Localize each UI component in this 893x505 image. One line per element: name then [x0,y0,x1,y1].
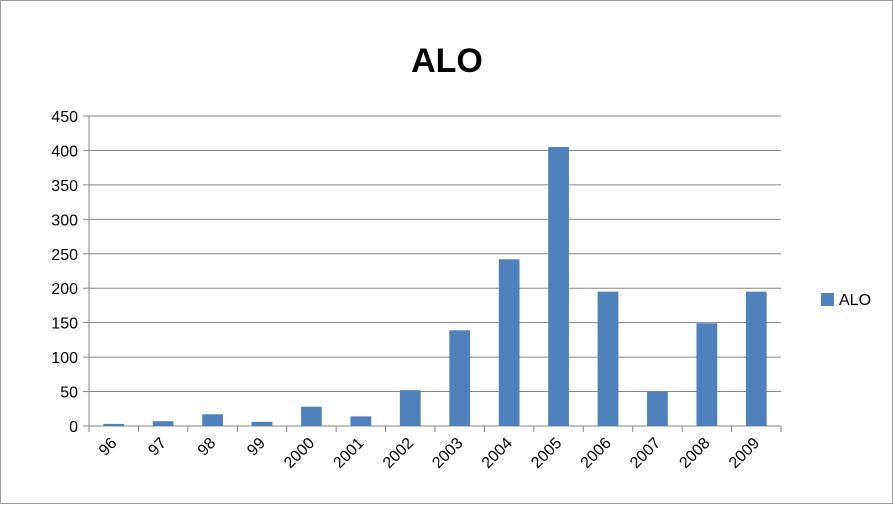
y-tick-label: 150 [51,316,78,333]
x-tick-label: 2004 [479,435,516,472]
y-tick-label: 400 [51,143,78,160]
x-tick-label: 2005 [528,435,565,472]
bar-97 [152,421,174,426]
bar-98 [202,414,223,426]
bar-2005 [548,147,569,426]
x-tick-label: 2002 [380,435,417,472]
x-tick-label: 99 [244,435,269,460]
bar-2003 [449,330,471,426]
bar-2006 [597,291,619,426]
legend-swatch [821,293,834,306]
x-tick-label: 98 [195,435,220,460]
y-tick-label: 50 [60,385,78,402]
x-tick-label: 2001 [330,435,367,472]
gridlines [89,115,781,393]
bar-2007 [647,391,668,426]
y-tick-label: 450 [51,109,78,126]
x-tick-label: 97 [145,435,170,460]
y-axis: 0 50 100 150 200 250 300 350 400 450 [51,109,90,436]
x-tick-label: 2003 [429,435,466,472]
bar-2009 [745,291,767,426]
legend: ALO [821,292,871,309]
bar-2008 [696,323,718,426]
bar-2002 [399,390,421,426]
bar-2004 [498,259,520,426]
bar-2001 [350,416,372,426]
bar-96 [103,423,125,426]
y-tick-label: 350 [51,178,78,195]
legend-label: ALO [839,292,871,309]
x-tick-label: 2008 [676,435,713,472]
chart-title: ALO [411,42,483,80]
bar-99 [251,421,273,426]
y-tick-label: 300 [51,212,78,229]
y-tick-label: 0 [69,419,78,436]
x-tick-label: 96 [96,435,121,460]
x-tick-label: 2006 [578,435,615,472]
y-tick-label: 250 [51,247,78,264]
bar-2000 [301,406,322,426]
y-tick-label: 100 [51,350,78,367]
x-tick-label: 2009 [726,435,763,472]
x-tick-label: 2007 [627,435,664,472]
x-tick-label: 2000 [281,435,318,472]
y-tick-label: 200 [51,281,78,298]
bars [103,147,767,426]
x-axis: 96 97 98 99 2000 2001 2002 2003 2004 2005 2006 2007… [88,425,782,472]
